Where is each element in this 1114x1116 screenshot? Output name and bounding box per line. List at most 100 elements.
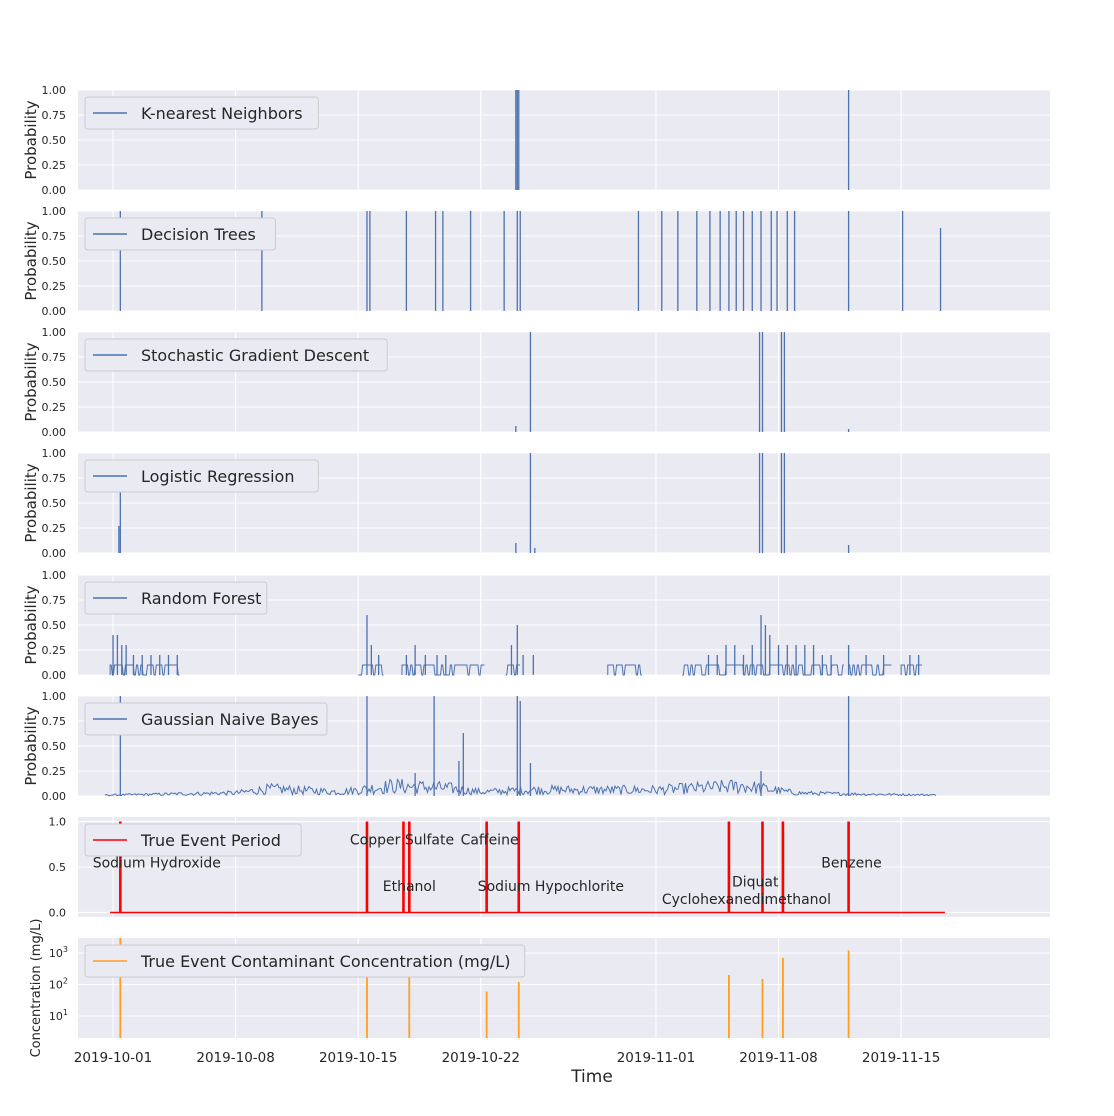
legend-label: True Event Contaminant Concentration (mg… (140, 952, 510, 971)
legend: Random Forest (84, 581, 268, 615)
legend-label: Gaussian Naive Bayes (141, 710, 319, 729)
y-tick-base: 10 (49, 947, 63, 960)
legend-box (84, 96, 319, 130)
series-segment (109, 664, 180, 676)
y-tick-label: 0.25 (42, 522, 67, 535)
legend: K-nearest Neighbors (84, 96, 319, 130)
series-segment (682, 664, 844, 676)
y-tick-label: 0.00 (42, 184, 67, 197)
y-tick-label: 1.00 (42, 84, 67, 97)
y-tick-base: 10 (49, 1010, 63, 1023)
legend-box (84, 944, 526, 978)
legend-box (84, 823, 302, 857)
y-tick-label: 0.00 (42, 426, 67, 439)
y-tick-label: 1.00 (42, 447, 67, 460)
event-annotation: Ethanol (383, 879, 436, 895)
y-tick-label: 0.00 (42, 547, 67, 560)
legend: True Event Period (84, 823, 302, 857)
y-tick-label: 1.0 (49, 816, 67, 829)
y-tick-label: 1.00 (42, 690, 67, 703)
y-tick-label: 0.25 (42, 280, 67, 293)
event-annotation: Sodium Hypochlorite (478, 879, 624, 895)
legend: Gaussian Naive Bayes (84, 702, 328, 736)
legend-label: Stochastic Gradient Descent (141, 346, 369, 365)
legend-label: K-nearest Neighbors (141, 104, 303, 123)
event-annotation: Benzene (821, 855, 882, 871)
x-tick-label: 2019-10-08 (196, 1050, 274, 1066)
y-tick-label: 102 (49, 977, 68, 992)
event-annotation: Caffeine (461, 833, 519, 849)
y-tick-exponent: 1 (63, 1008, 68, 1017)
legend-label: Logistic Regression (141, 467, 294, 486)
legend-box (84, 338, 388, 372)
y-axis-label: Probability (22, 706, 40, 785)
x-tick-label: 2019-10-15 (319, 1050, 397, 1066)
y-axis-label: Probability (22, 585, 40, 664)
y-tick-label: 0.50 (42, 134, 67, 147)
y-axis-label: Probability (22, 342, 40, 421)
event-annotation: Diquat (732, 875, 779, 891)
y-tick-label: 0.00 (42, 669, 67, 682)
y-tick-label: 0.25 (42, 159, 67, 172)
y-tick-label: 103 (49, 945, 68, 960)
y-tick-label: 0.75 (42, 594, 67, 607)
y-tick-label: 1.00 (42, 569, 67, 582)
x-tick-label: 2019-11-08 (739, 1050, 817, 1066)
y-tick-label: 0.25 (42, 401, 67, 414)
y-tick-label: 0.75 (42, 230, 67, 243)
x-tick-label: 2019-10-22 (442, 1050, 520, 1066)
y-tick-base: 10 (49, 979, 63, 992)
y-tick-label: 0.5 (49, 861, 67, 874)
y-tick-label: 0.75 (42, 715, 67, 728)
y-tick-label: 0.75 (42, 351, 67, 364)
legend: True Event Contaminant Concentration (mg… (84, 944, 526, 978)
y-axis-label: Concentration (mg/L) (29, 919, 44, 1058)
event-annotation: Copper Sulfate (350, 833, 454, 849)
y-axis-label: Probability (22, 463, 40, 542)
y-axis-label: Probability (22, 100, 40, 179)
y-tick-label: 0.50 (42, 255, 67, 268)
event-annotation: Cyclohexanedimethanol (662, 892, 831, 908)
legend-label: Decision Trees (141, 225, 256, 244)
y-tick-label: 1.00 (42, 205, 67, 218)
y-tick-exponent: 3 (63, 945, 68, 954)
y-tick-label: 0.75 (42, 109, 67, 122)
y-tick-label: 0.25 (42, 765, 67, 778)
x-tick-label: 2019-11-01 (617, 1050, 695, 1066)
y-tick-exponent: 2 (63, 977, 68, 986)
x-axis-label: Time (570, 1067, 613, 1087)
y-axis-label: Probability (22, 221, 40, 300)
y-tick-label: 101 (49, 1008, 68, 1023)
y-tick-label: 0.25 (42, 644, 67, 657)
legend-label: True Event Period (140, 831, 281, 850)
legend-box (84, 459, 319, 493)
y-tick-label: 0.50 (42, 619, 67, 632)
event-annotation: Sodium Hydroxide (93, 855, 221, 871)
y-tick-label: 0.50 (42, 740, 67, 753)
y-tick-label: 0.50 (42, 497, 67, 510)
legend-box (84, 217, 276, 251)
legend-box (84, 702, 328, 736)
y-tick-label: 0.00 (42, 790, 67, 803)
x-tick-label: 2019-10-01 (74, 1050, 152, 1066)
legend: Decision Trees (84, 217, 276, 251)
y-tick-label: 0.00 (42, 305, 67, 318)
legend-label: Random Forest (141, 589, 261, 608)
legend-box (84, 581, 268, 615)
series-segment (607, 664, 642, 676)
x-tick-label: 2019-11-15 (862, 1050, 940, 1066)
y-tick-label: 0.0 (49, 906, 67, 919)
legend: Stochastic Gradient Descent (84, 338, 388, 372)
y-tick-label: 0.75 (42, 472, 67, 485)
y-tick-label: 0.50 (42, 376, 67, 389)
y-tick-label: 1.00 (42, 326, 67, 339)
legend: Logistic Regression (84, 459, 319, 493)
